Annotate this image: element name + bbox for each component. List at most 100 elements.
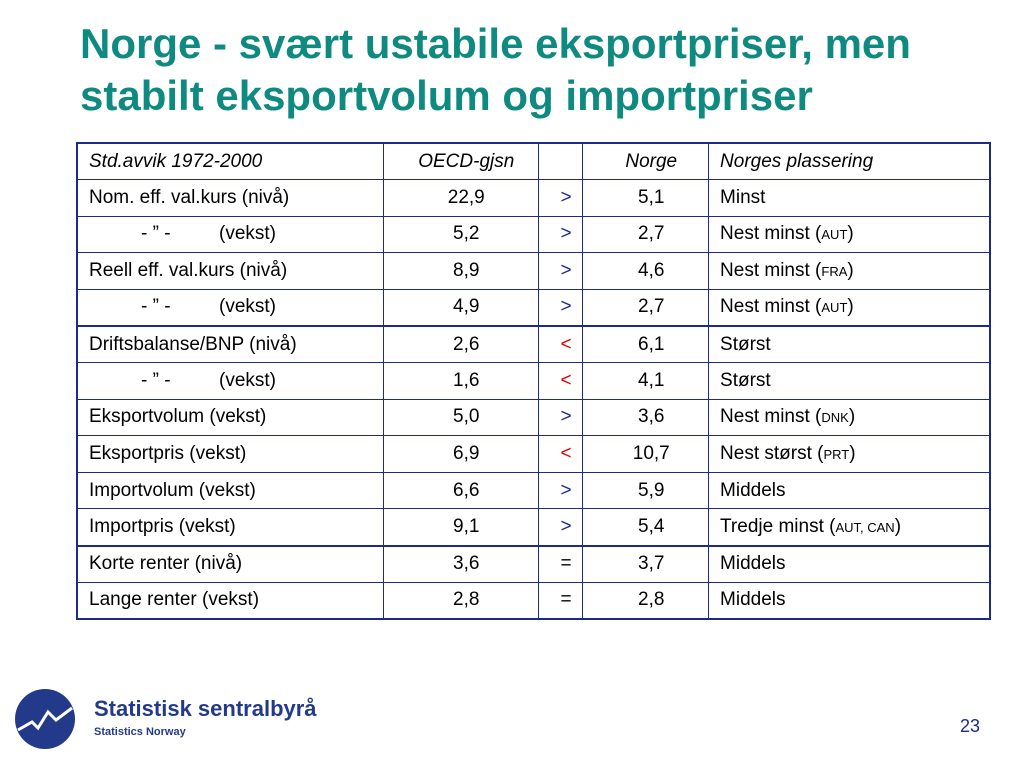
placement-text: Størst [720, 369, 771, 391]
country-code: aut [821, 300, 848, 316]
table-row: Lange renter (vekst) 2,8 = 2,8 Middels [76, 581, 991, 620]
volatility-table: Std.avvik 1972-2000 OECD-gjsn Norge Norg… [76, 142, 991, 620]
oecd-value: 5,0 [382, 398, 539, 437]
header-label: Std.avvik 1972-2000 [76, 142, 384, 181]
row-label: Korte renter (nivå) [76, 544, 384, 583]
norge-value: 2,7 [582, 215, 710, 254]
table-row: - ” - (vekst) 1,6 <4,1 Størst [76, 362, 991, 400]
oecd-value: 4,9 [382, 288, 539, 327]
table-body: Std.avvik 1972-2000 OECD-gjsn Norge Norg… [76, 142, 991, 620]
placement: Minst [708, 179, 991, 217]
placement-text: Middels [720, 589, 786, 611]
placement-close: ) [894, 515, 902, 537]
table-row: Nom. eff. val.kurs (nivå) 22,9 >5,1 Minst [76, 179, 991, 217]
table-row: Reell eff. val.kurs (nivå) 8,9 >4,6 Nest mi… [76, 252, 991, 290]
table-row: Korte renter (nivå) 3,6 = 3,7 Middels [76, 544, 991, 583]
norge-value: 2,7 [582, 288, 710, 327]
header-placement: Norges plassering [708, 142, 991, 181]
table-row: - ” - (vekst) 5,2 >2,7 Nest minst (aut) [76, 215, 991, 254]
placement: Nest minst (dnk) [708, 398, 991, 437]
placement-text: Nest størst ( [720, 443, 824, 465]
oecd-value: 5,2 [382, 215, 539, 254]
ditto-mark: - ” - [141, 369, 171, 391]
norge-value: 2,8 [582, 581, 710, 620]
header-oecd: OECD-gjsn [382, 142, 539, 181]
norge-value: 5,4 [582, 508, 710, 547]
placement-close: ) [847, 223, 854, 245]
ditto-mark: - ” - [141, 223, 171, 245]
placement: Middels [708, 544, 991, 583]
oecd-value: 8,9 [382, 252, 539, 290]
header-norge: Norge [582, 142, 710, 181]
country-code: prt [823, 447, 850, 463]
comparison-sign: > [537, 508, 584, 547]
placement: Middels [708, 471, 991, 510]
placement-text: Nest minst ( [720, 406, 822, 428]
comparison-sign: > [537, 215, 584, 254]
table-header-row: Std.avvik 1972-2000 OECD-gjsn Norge Norg… [76, 142, 991, 181]
placement: Nest minst (aut) [708, 288, 991, 327]
table-row: Importpris (vekst) 9,1 >5,4 Tredje minst (a… [76, 508, 991, 547]
table-row: - ” - (vekst) 4,9 >2,7 Nest minst (aut) [76, 288, 991, 327]
row-label: Reell eff. val.kurs (nivå) [76, 252, 384, 290]
comparison-sign: = [537, 544, 584, 583]
table-row: Driftsbalanse/BNP (nivå) 2,6 <6,1 Størst [76, 324, 991, 364]
slide-title: Norge - svært ustabile eksportpriser, me… [80, 18, 1000, 122]
placement-text: Størst [720, 333, 771, 355]
ssb-logo-icon [15, 689, 75, 749]
oecd-value: 3,6 [382, 544, 539, 583]
placement: Middels [708, 581, 991, 620]
country-code: fra [821, 264, 848, 280]
placement-close: ) [848, 406, 856, 428]
placement: Størst [708, 324, 991, 364]
slide-title-line-1: Norge - svært ustabile eksportpriser, me… [80, 20, 911, 67]
row-label: - ” - (vekst) [76, 288, 384, 327]
row-label: Nom. eff. val.kurs (nivå) [76, 179, 384, 217]
country-code: dnk [821, 410, 849, 426]
row-label: Importpris (vekst) [76, 508, 384, 547]
comparison-sign: = [537, 581, 584, 620]
norge-value: 10,7 [582, 435, 710, 473]
row-label: Eksportpris (vekst) [76, 435, 384, 473]
oecd-value: 22,9 [382, 179, 539, 217]
row-label: - ” - (vekst) [76, 362, 384, 400]
row-label: Lange renter (vekst) [76, 581, 384, 620]
row-label: Eksportvolum (vekst) [76, 398, 384, 437]
oecd-value: 6,6 [382, 471, 539, 510]
logo-name: Statistisk sentralbyrå [94, 696, 317, 721]
placement-text: Nest minst ( [720, 223, 822, 245]
placement-close: ) [849, 443, 856, 465]
placement-text: Nest minst ( [720, 296, 822, 318]
comparison-sign: > [537, 179, 584, 217]
comparison-sign: > [537, 398, 584, 437]
placement: Nest størst (prt) [708, 435, 991, 473]
oecd-value: 6,9 [382, 435, 539, 473]
row-label-suffix: (vekst) [219, 369, 276, 391]
placement-text: Middels [720, 479, 786, 501]
comparison-sign: > [537, 252, 584, 290]
placement: Nest minst (fra) [708, 252, 991, 290]
table-row: Eksportpris (vekst) 6,9 <10,7 Nest størst (… [76, 435, 991, 473]
country-code: aut, can [835, 519, 895, 535]
norge-value: 5,9 [582, 471, 710, 510]
oecd-value: 9,1 [382, 508, 539, 547]
comparison-sign: < [537, 324, 584, 364]
placement: Størst [708, 362, 991, 400]
comparison-sign: > [537, 471, 584, 510]
header-compare [537, 142, 584, 181]
norge-value: 4,1 [582, 362, 710, 400]
placement-text: Nest minst ( [720, 260, 822, 282]
row-label: Importvolum (vekst) [76, 471, 384, 510]
placement-text: Middels [720, 553, 786, 575]
norge-value: 4,6 [582, 252, 710, 290]
row-label: Driftsbalanse/BNP (nivå) [76, 324, 384, 364]
placement: Nest minst (aut) [708, 215, 991, 254]
placement-close: ) [847, 260, 854, 282]
logo-subtitle: Statistics Norway [94, 726, 186, 738]
page-number: 23 [960, 716, 981, 736]
oecd-value: 1,6 [382, 362, 539, 400]
comparison-sign: > [537, 288, 584, 327]
placement: Tredje minst (aut, can) [708, 508, 991, 547]
oecd-value: 2,6 [382, 324, 539, 364]
placement-text: Tredje minst ( [720, 515, 836, 537]
